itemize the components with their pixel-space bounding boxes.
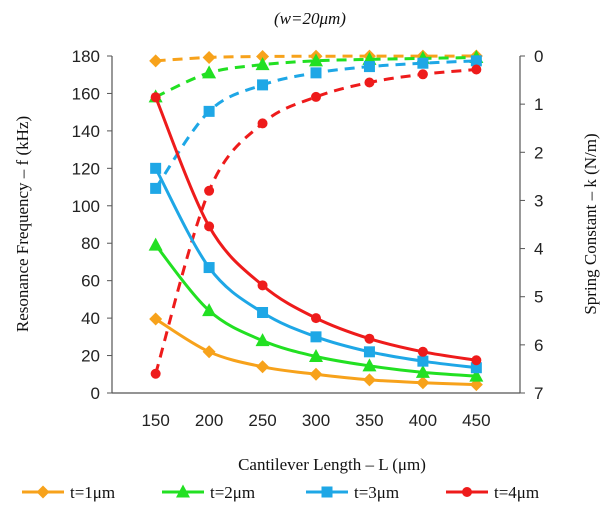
y2-tick-label: 6 [534,336,543,355]
data-point [364,333,375,344]
x-tick-label: 200 [195,411,223,430]
y2-tick-label: 7 [534,384,543,403]
y-tick-label: 80 [81,234,100,253]
y-tick-label: 120 [72,159,100,178]
series-t-2-m-left [148,237,484,382]
data-point [470,362,482,374]
series-t-3-m-left [150,162,482,374]
data-point [470,55,482,67]
y-tick-label: 0 [91,384,100,403]
data-point [255,333,270,347]
data-point [309,53,323,67]
legend-label: t=3μm [354,483,399,502]
data-point [202,303,217,317]
data-point [311,313,321,324]
y2-tick-label: 1 [534,95,543,114]
legend-item: t=4μm [446,483,539,502]
data-point [148,237,163,251]
y-tick-label: 140 [72,122,100,141]
data-point [202,65,217,79]
data-point [415,364,430,378]
legend-marker-triangle [176,484,190,498]
data-point [257,79,269,91]
data-point [310,67,322,79]
x-tick-label: 300 [302,411,330,430]
y2-tick-label: 2 [534,143,543,162]
data-point [471,64,482,75]
data-point [417,346,428,357]
data-point [363,346,375,358]
data-point [203,105,215,117]
y2-tick-label: 3 [534,191,543,210]
data-point [417,69,428,80]
data-point [202,345,216,359]
legend-item: t=3μm [306,483,399,502]
y2-tick-label: 4 [534,240,543,259]
data-point [256,49,270,63]
data-point [362,358,377,372]
data-point [255,57,270,71]
data-point [416,376,430,390]
legend: t=1μm t=2μm t=3μm t=4μm [22,483,539,502]
x-axis-label: Cantilever Length – L (μm) [238,455,426,474]
axes: 0 20 40 60 80 100 120 140 160 180 0 1 2 3 4 5 6 7 150 200 25… [72,47,544,430]
y-axis-label: Resonance Frequency – f (kHz) [13,116,32,332]
data-point [150,182,162,194]
data-point [417,57,429,69]
y-tick-label: 100 [72,197,100,216]
data-point [310,331,322,343]
legend-label: t=4μm [494,483,539,502]
x-tick-label: 350 [355,411,383,430]
data-point [363,61,375,73]
data-point [204,221,215,232]
legend-label: t=2μm [210,483,255,502]
y-tick-label: 60 [81,272,100,291]
series-t-4-m-left [150,92,482,366]
data-point [257,280,268,291]
chart-title: (w=20μm) [274,9,346,28]
legend-marker-square [321,486,333,498]
data-point [202,50,216,64]
plot-area [148,49,484,392]
data-point [150,162,162,174]
data-point [150,368,161,379]
data-point [311,91,321,102]
data-point [309,348,323,362]
legend-label: t=1μm [70,483,115,502]
legend-marker-circle [462,487,472,497]
data-point [150,92,161,103]
x-tick-label: 450 [462,411,490,430]
y2-axis-label: Spring Constant – k (N/m) [581,133,600,314]
y2-tick-label: 0 [534,47,543,66]
data-point [257,118,268,129]
data-point [364,77,375,88]
y2-tick-label: 5 [534,288,543,307]
y-tick-label: 160 [72,84,100,103]
series-t-3-m-right [150,55,482,194]
x-tick-label: 150 [141,411,169,430]
series-t-4-m-right [150,64,482,379]
legend-item: t=1μm [22,483,115,502]
y-tick-label: 40 [81,309,100,328]
data-point [149,54,163,68]
data-point [469,368,484,382]
data-point [309,367,323,381]
x-tick-label: 400 [409,411,437,430]
legend-item: t=2μm [162,483,255,502]
data-point [471,355,482,366]
data-point [417,355,429,367]
data-point [203,262,215,274]
data-point [256,360,270,374]
x-tick-label: 250 [248,411,276,430]
y-tick-label: 20 [81,347,100,366]
data-point [362,373,376,387]
data-point [204,185,215,196]
y-tick-label: 180 [72,47,100,66]
data-point [257,306,269,318]
legend-marker-diamond [36,485,50,499]
series-line [154,59,477,190]
data-point [149,312,163,326]
